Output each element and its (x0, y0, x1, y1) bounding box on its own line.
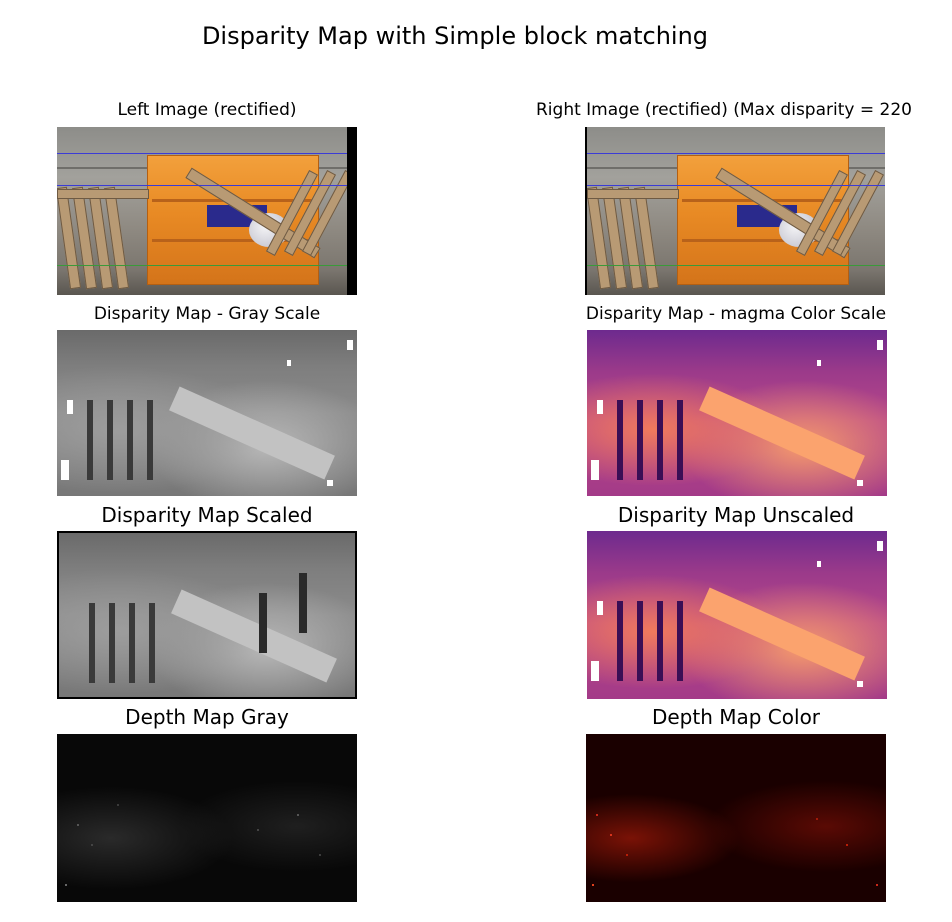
left-image-title: Left Image (rectified) (117, 100, 297, 120)
disparity-scaled-panel (57, 531, 357, 699)
depth-color-title: Depth Map Color (651, 705, 821, 729)
disparity-unscaled-panel (587, 531, 887, 699)
right-image-panel (585, 127, 885, 295)
disparity-color-title: Disparity Map - magma Color Scale (585, 304, 887, 324)
disparity-unscaled-title: Disparity Map Unscaled (617, 503, 855, 527)
depth-gray-panel (57, 734, 357, 902)
depth-gray-title: Depth Map Gray (125, 705, 289, 729)
disparity-gray-panel (57, 330, 357, 496)
right-image-title: Right Image (rectified) (Max disparity =… (536, 100, 912, 120)
disparity-scaled-title: Disparity Map Scaled (101, 503, 313, 527)
left-image-panel (57, 127, 357, 295)
depth-color-panel (586, 734, 886, 902)
disparity-gray-title: Disparity Map - Gray Scale (93, 304, 321, 324)
disparity-color-panel (587, 330, 887, 496)
figure-title: Disparity Map with Simple block matching (201, 22, 709, 50)
